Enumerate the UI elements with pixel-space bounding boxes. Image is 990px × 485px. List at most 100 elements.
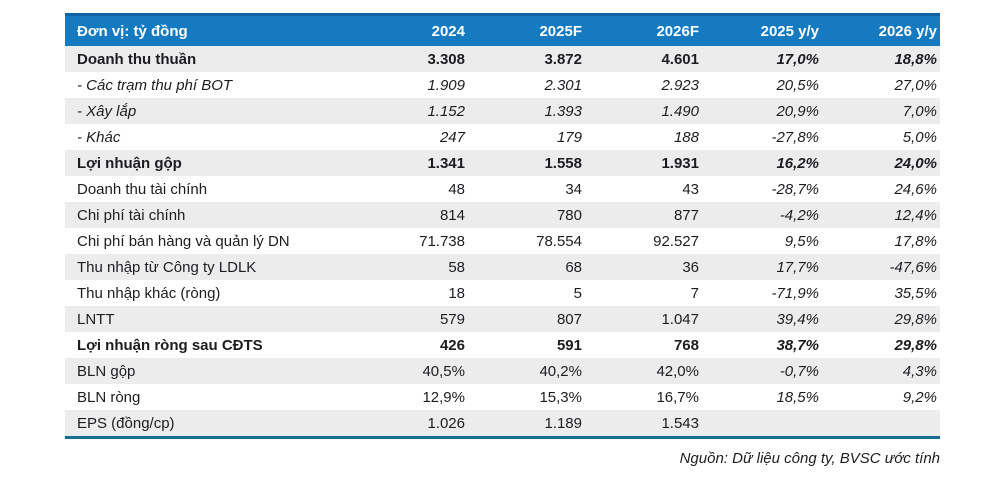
row-value: 1.189 [544, 414, 582, 432]
row-value: 29,8% [894, 310, 937, 328]
row-value: 17,0% [776, 50, 819, 68]
row-value: 36 [682, 258, 699, 276]
row-label: Thu nhập khác (ròng) [77, 284, 221, 302]
row-value: 24,0% [894, 154, 937, 172]
table-bottom-rule [65, 436, 940, 439]
table-row: - Xây lắp 1.152 1.393 1.490 20,9% 7,0% [65, 98, 940, 124]
source-note: Nguồn: Dữ liệu công ty, BVSC ước tính [679, 450, 940, 467]
row-value: 92.527 [653, 232, 699, 250]
row-value: 7,0% [902, 102, 937, 120]
table-row: Doanh thu thuần 3.308 3.872 4.601 17,0% 18,8% [65, 46, 940, 72]
row-value: 3.872 [544, 50, 582, 68]
row-value: 38,7% [776, 336, 819, 354]
row-value: 1.558 [544, 154, 582, 172]
row-value: 1.026 [427, 414, 465, 432]
row-value: 9,2% [902, 388, 937, 406]
row-value: 7 [690, 284, 699, 302]
row-value: 78.554 [536, 232, 582, 250]
row-value: 17,7% [776, 258, 819, 276]
table-row: EPS (đồng/cp) 1.026 1.189 1.543 [65, 410, 940, 436]
table-row: Thu nhập khác (ròng) 18 5 7 -71,9% 35,5% [65, 280, 940, 306]
table-header-row: Đơn vị: tỷ đồng 2024 2025F 2026F 2025 y/y 20… [65, 13, 940, 46]
table-body: Doanh thu thuần 3.308 3.872 4.601 17,0% 18,8%… [65, 46, 940, 436]
row-value: 17,8% [894, 232, 937, 250]
table-row: Chi phí bán hàng và quản lý DN 71.738 78.5… [65, 228, 940, 254]
row-value: 16,2% [776, 154, 819, 172]
row-value: 68 [565, 258, 582, 276]
row-value: 1.393 [544, 102, 582, 120]
table-row: Lợi nhuận ròng sau CĐTS 426 591 768 38,7% 29,… [65, 332, 940, 358]
row-value: 4.601 [661, 50, 699, 68]
row-value: 20,5% [776, 76, 819, 94]
row-value: 43 [682, 180, 699, 198]
table-row: - Các trạm thu phí BOT 1.909 2.301 2.923 20,… [65, 72, 940, 98]
row-value: 39,4% [776, 310, 819, 328]
row-value: 18,5% [776, 388, 819, 406]
row-value: 29,8% [894, 336, 937, 354]
column-header: 2024 [431, 22, 465, 40]
row-value: 780 [556, 206, 582, 224]
row-value: 591 [556, 336, 582, 354]
row-value: 179 [556, 128, 582, 146]
row-value: 2.923 [661, 76, 699, 94]
row-value: 807 [556, 310, 582, 328]
row-value: 48 [448, 180, 465, 198]
row-value: 35,5% [894, 284, 937, 302]
row-value: 5,0% [902, 128, 937, 146]
table-row: Thu nhập từ Công ty LDLK 58 68 36 17,7% -47,6… [65, 254, 940, 280]
row-value: 1.543 [661, 414, 699, 432]
table-row: BLN gộp 40,5% 40,2% 42,0% -0,7% 4,3% [65, 358, 940, 384]
row-value: 34 [565, 180, 582, 198]
row-value: -47,6% [889, 258, 937, 276]
column-header: 2025F [539, 22, 582, 40]
row-value: 18,8% [894, 50, 937, 68]
row-value: 247 [439, 128, 465, 146]
row-value: 188 [673, 128, 699, 146]
row-value: -71,9% [771, 284, 819, 302]
unit-header-cell: Đơn vị: tỷ đồng [77, 22, 188, 40]
column-header: 2025 y/y [760, 22, 819, 40]
row-label: Chi phí bán hàng và quản lý DN [77, 232, 290, 250]
row-value: -28,7% [771, 180, 819, 198]
row-value: 42,0% [656, 362, 699, 380]
row-value: 1.341 [427, 154, 465, 172]
row-value: 5 [573, 284, 582, 302]
row-label: LNTT [77, 310, 115, 328]
row-value: 1.490 [661, 102, 699, 120]
table-row: Doanh thu tài chính 48 34 43 -28,7% 24,6% [65, 176, 940, 202]
table-row: - Khác 247 179 188 -27,8% 5,0% [65, 124, 940, 150]
row-value: 71.738 [419, 232, 465, 250]
row-label: BLN ròng [77, 388, 141, 406]
row-value: 12,9% [422, 388, 465, 406]
row-value: 16,7% [656, 388, 699, 406]
row-label: - Khác [77, 128, 121, 146]
table-row: BLN ròng 12,9% 15,3% 16,7% 18,5% 9,2% [65, 384, 940, 410]
row-label: Thu nhập từ Công ty LDLK [77, 258, 257, 276]
row-label: Doanh thu thuần [77, 50, 197, 68]
row-label: Lợi nhuận gộp [77, 154, 182, 172]
table-row: Chi phí tài chính 814 780 877 -4,2% 12,4% [65, 202, 940, 228]
row-value: -0,7% [779, 362, 819, 380]
row-value: 40,5% [422, 362, 465, 380]
row-value: 426 [439, 336, 465, 354]
row-label: Doanh thu tài chính [77, 180, 208, 198]
row-value: 20,9% [776, 102, 819, 120]
table-row: LNTT 579 807 1.047 39,4% 29,8% [65, 306, 940, 332]
row-value: 12,4% [894, 206, 937, 224]
row-value: 58 [448, 258, 465, 276]
row-value: 1.931 [661, 154, 699, 172]
row-value: 1.152 [427, 102, 465, 120]
row-label: Lợi nhuận ròng sau CĐTS [77, 336, 263, 354]
financial-forecast-table: Đơn vị: tỷ đồng 2024 2025F 2026F 2025 y/y 20… [65, 13, 940, 439]
row-label: Chi phí tài chính [77, 206, 186, 224]
row-value: 24,6% [894, 180, 937, 198]
row-value: 18 [448, 284, 465, 302]
row-value: 3.308 [427, 50, 465, 68]
row-value: 1.047 [661, 310, 699, 328]
row-value: 814 [439, 206, 465, 224]
row-value: 4,3% [902, 362, 937, 380]
row-value: 579 [439, 310, 465, 328]
row-value: 877 [673, 206, 699, 224]
row-value: 27,0% [894, 76, 937, 94]
row-value: -4,2% [779, 206, 819, 224]
